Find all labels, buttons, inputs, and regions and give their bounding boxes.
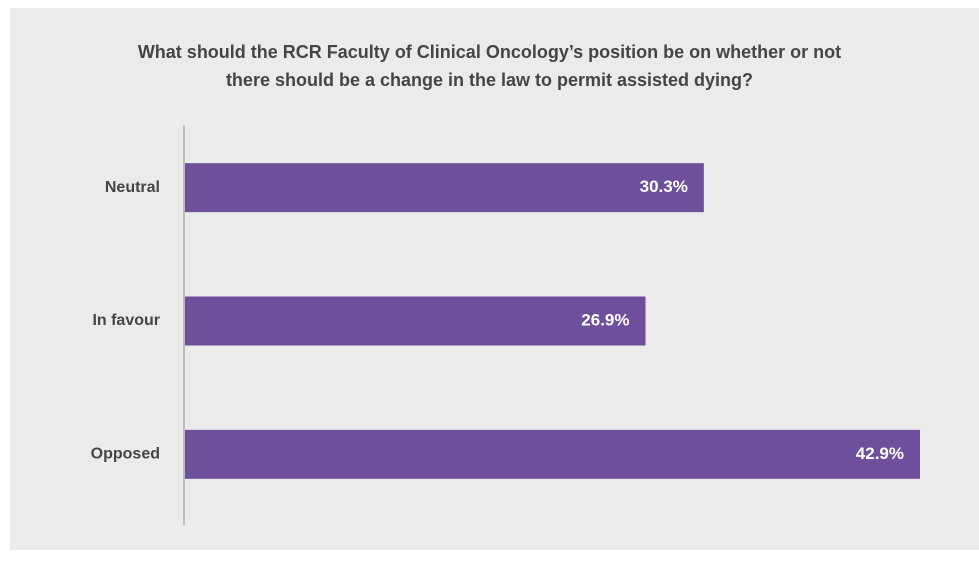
chart-title-box: What should the RCR Faculty of Clinical … [0,38,979,94]
bar [185,163,704,213]
chart-title: What should the RCR Faculty of Clinical … [137,42,842,90]
value-label: 26.9% [581,310,629,329]
y-tick-label: In favour [92,312,160,329]
value-label: 30.3% [640,177,688,196]
y-tick-label: Opposed [91,446,160,463]
bar [185,429,920,479]
bar [185,296,646,346]
value-label: 42.9% [856,444,904,463]
y-tick-label: Neutral [105,179,160,196]
